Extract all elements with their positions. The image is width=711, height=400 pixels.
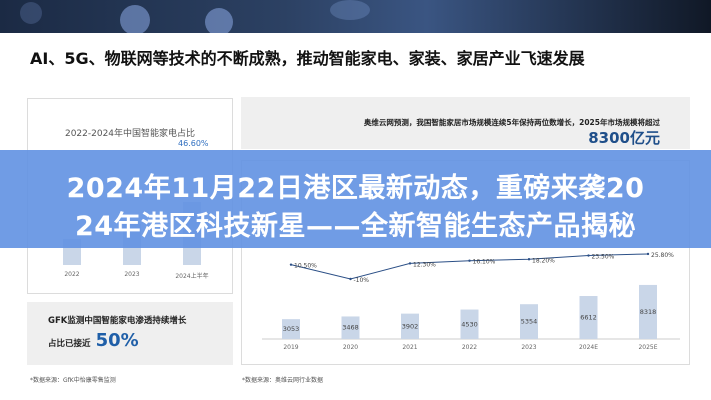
left-year-label: 2023	[124, 271, 140, 278]
left-footnote: *数据来源：GfK中怡康零售监测	[30, 377, 116, 384]
growth-point	[527, 258, 531, 261]
banner-line-2: 24年港区科技新星——全新智能生态产品揭秘	[74, 211, 637, 242]
title-banner: 2024年11月22日港区最新动态，重磅来袭20 24年港区科技新星——全新智能…	[0, 150, 711, 248]
bar-value-label: 6612	[580, 314, 597, 322]
bar-value-label: 3902	[402, 322, 419, 330]
market-size-chart: 3053 2019 3468 2020 3902 2021 4530 2022 5354 2023…	[262, 252, 680, 351]
left-info-line1: GFK监测中国智能家电渗透持续增长	[48, 316, 187, 326]
growth-point	[468, 259, 471, 262]
growth-label: 10.50%	[294, 263, 317, 270]
right-footnote: *数据来源：奥维云网行业数据	[242, 377, 324, 384]
growth-label: -10%	[354, 277, 370, 284]
x-tick-label: 2025E	[638, 344, 657, 351]
bar	[401, 313, 419, 339]
left-info-box: GFK监测中国智能家电渗透持续增长 占比已接近 50%	[27, 302, 233, 365]
bar	[460, 309, 479, 339]
right-info-text: 奥维云网预测，我国智能家居市场规模连续5年保持两位数增长，2025年市场规模将超…	[363, 118, 660, 127]
x-tick-label: 2021	[402, 344, 417, 351]
bar-value-label: 8318	[640, 308, 657, 316]
x-tick-label: 2024E	[579, 344, 598, 351]
growth-point	[587, 254, 590, 257]
growth-label: 16.10%	[473, 259, 496, 266]
banner-line-1: 2024年11月22日港区最新动态，重磅来袭20	[66, 173, 645, 204]
bar	[579, 296, 598, 339]
x-tick-label: 2020	[343, 344, 358, 351]
page-heading: AI、5G、物联网等技术的不断成熟，推动智能家电、家装、家居产业飞速发展	[30, 49, 585, 68]
growth-point	[408, 262, 412, 265]
bar	[341, 316, 360, 339]
growth-label: 12.30%	[413, 261, 436, 268]
left-chart-title: 2022-2024年中国智能家电占比	[64, 129, 196, 139]
growth-point	[646, 252, 650, 256]
header-photo	[0, 0, 711, 33]
bar	[639, 284, 657, 339]
bar	[520, 304, 538, 339]
left-info-highlight: 50%	[95, 330, 139, 351]
bar-value-label: 5354	[521, 318, 538, 326]
left-value-label: 46.60%	[178, 139, 209, 148]
x-tick-label: 2023	[521, 344, 536, 351]
right-info-highlight: 8300亿元	[588, 129, 660, 147]
bar	[282, 319, 300, 339]
growth-label: 23.50%	[592, 254, 615, 261]
bar-value-label: 3053	[283, 325, 300, 333]
growth-label: 18.20%	[532, 257, 555, 264]
left-year-label: 2024上半年	[175, 273, 209, 280]
bar-value-label: 4530	[461, 320, 478, 328]
x-tick-label: 2022	[462, 344, 477, 351]
x-tick-label: 2019	[283, 344, 298, 351]
bar-value-label: 3468	[342, 324, 359, 332]
left-year-label: 2022	[64, 271, 80, 278]
left-info-line2: 占比已接近	[48, 339, 91, 349]
right-info-box: 奥维云网预测，我国智能家居市场规模连续5年保持两位数增长，2025年市场规模将超…	[241, 97, 690, 149]
growth-label: 25.80%	[651, 252, 674, 259]
growth-point	[289, 263, 293, 266]
growth-point	[349, 277, 352, 281]
